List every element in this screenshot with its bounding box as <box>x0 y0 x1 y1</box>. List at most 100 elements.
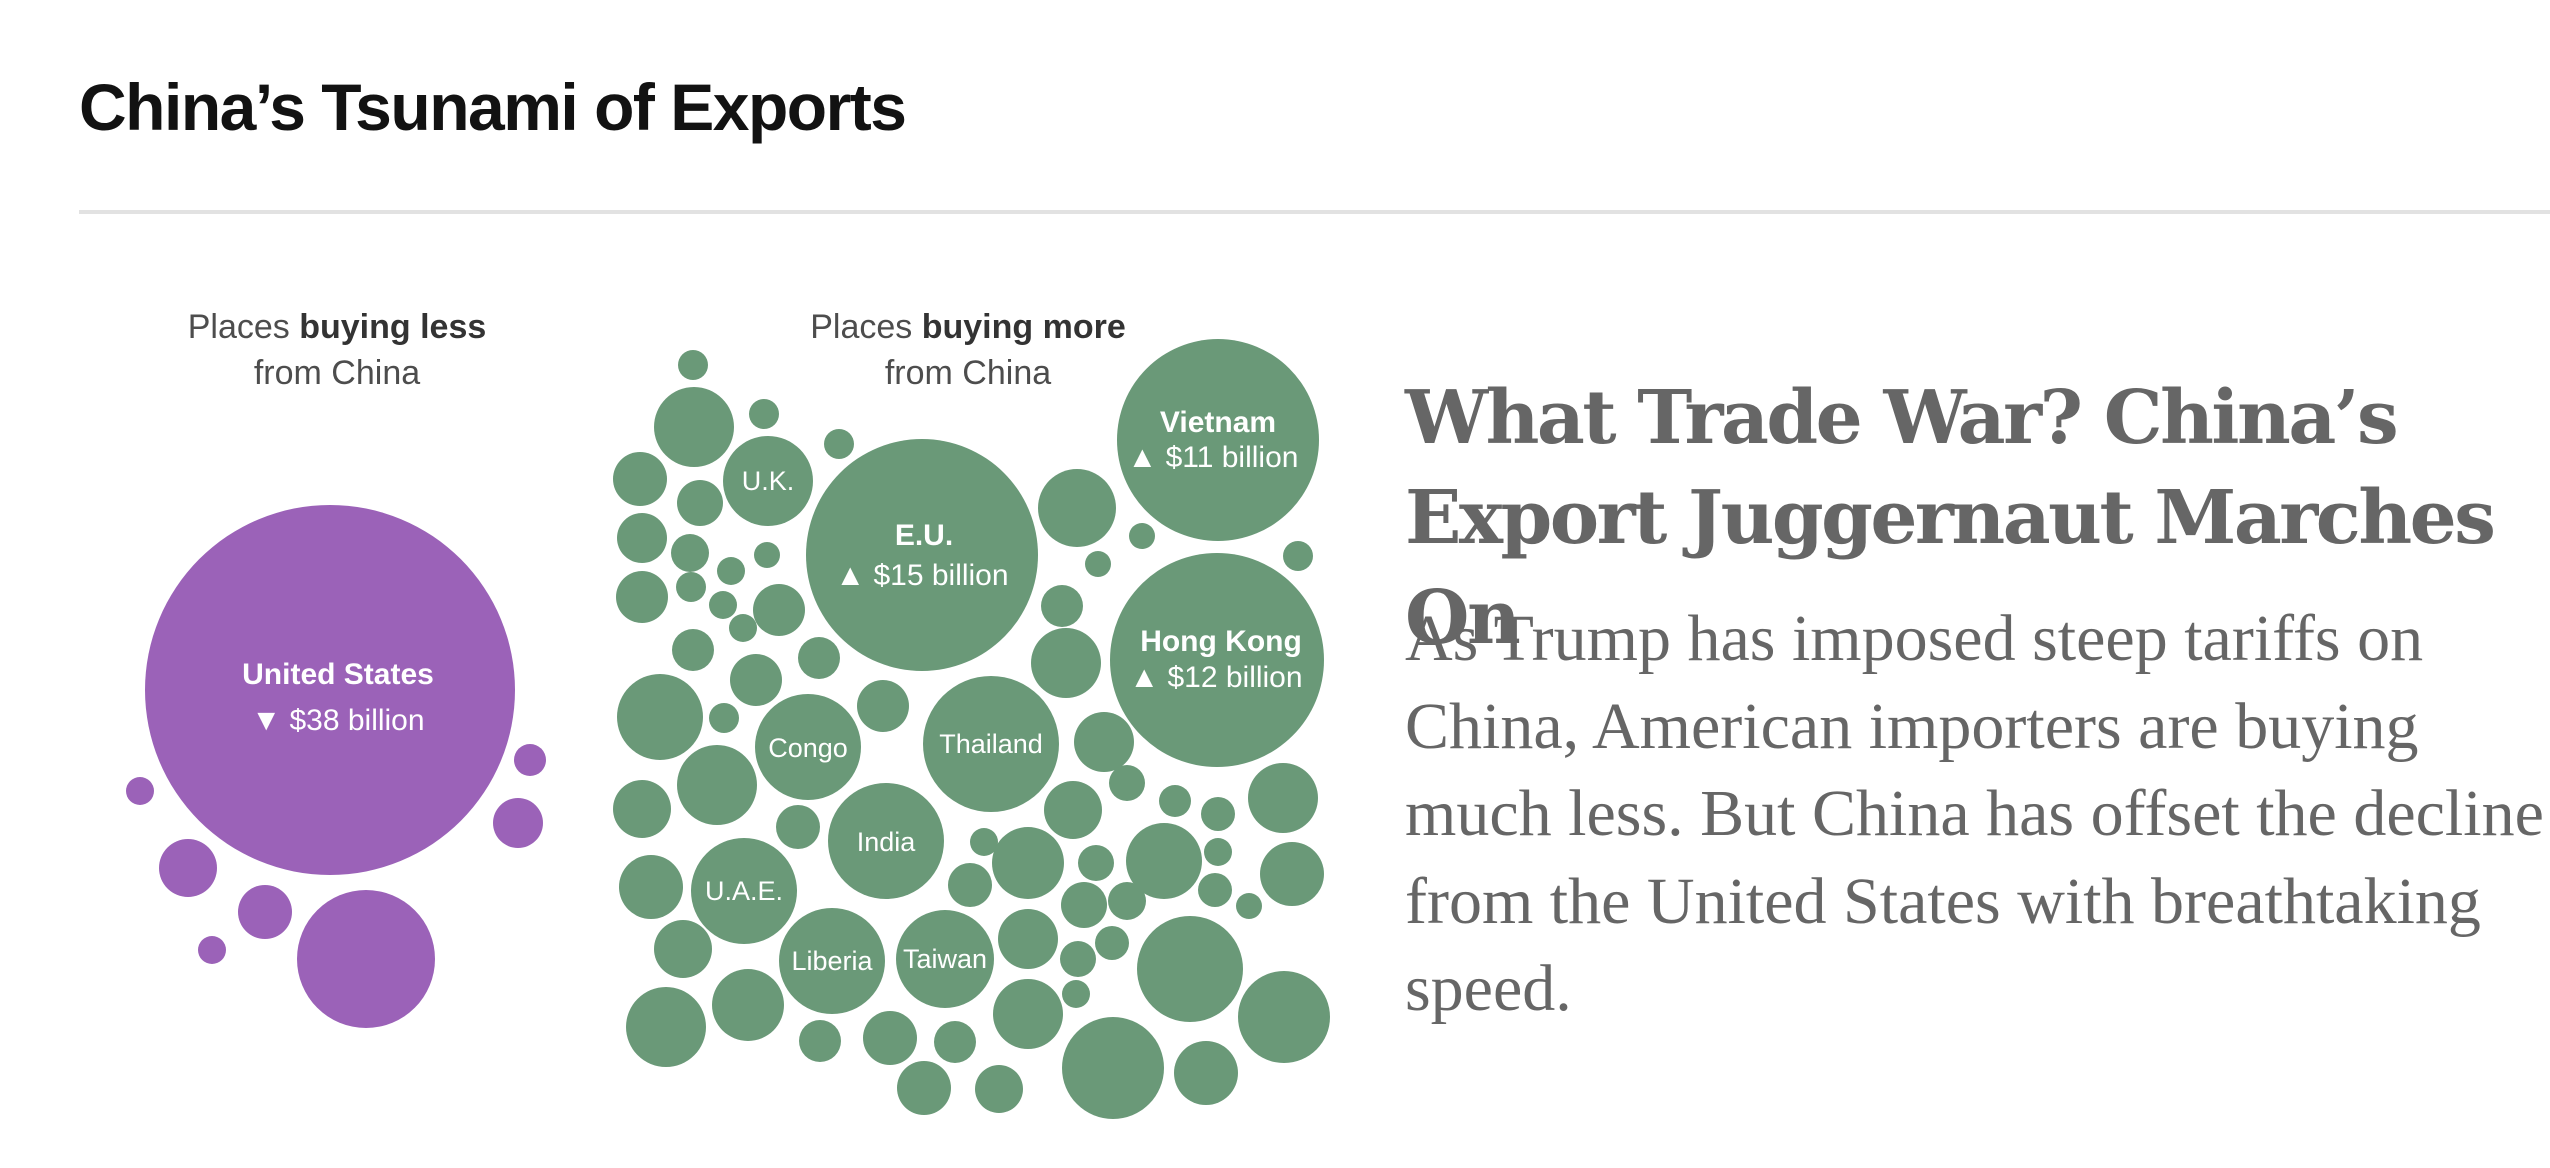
bubble <box>1108 882 1146 920</box>
bubble <box>799 1020 841 1062</box>
bubble <box>1109 765 1145 801</box>
bubble <box>619 855 683 919</box>
bubble <box>1061 882 1107 928</box>
label-india: India <box>857 827 917 857</box>
story-summary[interactable]: As Trump has imposed steep tariffs on Ch… <box>1405 602 2544 1025</box>
bubble <box>613 452 667 506</box>
bubble <box>970 828 998 856</box>
bubble <box>1060 941 1096 977</box>
more-panel-label: Places buying more <box>810 308 1126 346</box>
bubble <box>1238 971 1330 1063</box>
label-taiwan: Taiwan <box>903 944 987 974</box>
less-panel-label: Places buying less <box>188 308 487 346</box>
bubble <box>676 572 706 602</box>
section-title[interactable]: China’s Tsunami of Exports <box>79 70 907 144</box>
bubble <box>297 890 435 1028</box>
bubble <box>1095 926 1129 960</box>
bubble <box>1174 1041 1238 1105</box>
story-headline[interactable]: What Trade War? China’s Export Juggernau… <box>1405 375 2496 661</box>
label-vietnam: Vietnam <box>1160 406 1276 439</box>
bubble <box>617 513 667 563</box>
bubble-congo <box>755 694 861 800</box>
bubble <box>616 571 668 623</box>
bubble <box>730 654 782 706</box>
bubble <box>749 399 779 429</box>
bubble <box>717 557 745 585</box>
bubble <box>1159 785 1191 817</box>
label-uae: U.A.E. <box>705 876 783 906</box>
bubble <box>1041 585 1083 627</box>
label-hong-kong: Hong Kong <box>1140 625 1302 658</box>
less-panel-label-line2: from China <box>254 354 420 392</box>
bubble-chart-graphic[interactable]: Places buying less from China Places buy… <box>0 0 1360 1168</box>
bubble <box>617 674 703 760</box>
bubble-us <box>145 505 515 875</box>
bubble <box>934 1021 976 1063</box>
bubble <box>126 777 154 805</box>
bubble <box>198 936 226 964</box>
bubble <box>677 745 757 825</box>
bubble <box>992 827 1064 899</box>
label-congo: Congo <box>768 733 848 763</box>
bubble-eu <box>806 439 1038 671</box>
bubble <box>709 703 739 733</box>
bubble <box>948 863 992 907</box>
less-bubbles-group <box>126 505 546 1028</box>
bubble-uk <box>723 436 813 526</box>
bubble <box>1137 916 1243 1022</box>
bubble <box>1198 873 1232 907</box>
bubble-liberia <box>779 908 885 1014</box>
label-thailand: Thailand <box>939 729 1043 759</box>
bubble <box>729 614 757 642</box>
bubble <box>1236 893 1262 919</box>
more-panel-label-line2: from China <box>885 354 1051 392</box>
bubble <box>1204 838 1232 866</box>
bubble <box>654 387 734 467</box>
bubble <box>1038 469 1116 547</box>
bubble <box>514 744 546 776</box>
bubble <box>1126 823 1202 899</box>
bubble <box>671 534 709 572</box>
bubble <box>1031 628 1101 698</box>
section-divider <box>79 210 2550 214</box>
bubble <box>613 780 671 838</box>
bubble-thailand <box>923 676 1059 812</box>
bubble-taiwan <box>896 910 994 1008</box>
bubble <box>1078 845 1114 881</box>
bubble <box>1062 980 1090 1008</box>
bubble <box>1085 551 1111 577</box>
label-eu-value: ▲ $15 billion <box>835 559 1008 592</box>
label-united-states-value: ▼ $38 billion <box>251 704 424 737</box>
label-united-states: United States <box>242 658 434 691</box>
bubble-labels-group: United States ▼ $38 billion E.U. ▲ $15 bill… <box>242 406 1302 976</box>
bubble-vietnam <box>1117 339 1319 541</box>
label-eu: E.U. <box>895 519 953 552</box>
bubble <box>1074 712 1134 772</box>
bubble <box>1283 541 1313 571</box>
bubble-uae <box>691 838 797 944</box>
bubble-hongkong <box>1110 553 1324 767</box>
bubble <box>798 637 840 679</box>
bubble <box>754 542 780 568</box>
bubble <box>1062 1017 1164 1119</box>
bubble <box>712 969 784 1041</box>
bubble <box>975 1065 1023 1113</box>
bubble <box>753 584 805 636</box>
bubble-india <box>828 783 944 899</box>
bubble <box>493 798 543 848</box>
label-uk: U.K. <box>742 466 795 496</box>
more-bubbles-group <box>613 339 1330 1119</box>
bubble <box>776 805 820 849</box>
bubble <box>863 1011 917 1065</box>
bubble <box>677 480 723 526</box>
bubble <box>1044 781 1102 839</box>
bubble <box>897 1061 951 1115</box>
bubble <box>159 839 217 897</box>
label-vietnam-value: ▲ $11 billion <box>1128 441 1299 474</box>
bubble <box>654 920 712 978</box>
bubble <box>678 350 708 380</box>
bubble <box>626 987 706 1067</box>
bubble <box>824 429 854 459</box>
bubble <box>238 885 292 939</box>
label-liberia: Liberia <box>791 946 873 976</box>
